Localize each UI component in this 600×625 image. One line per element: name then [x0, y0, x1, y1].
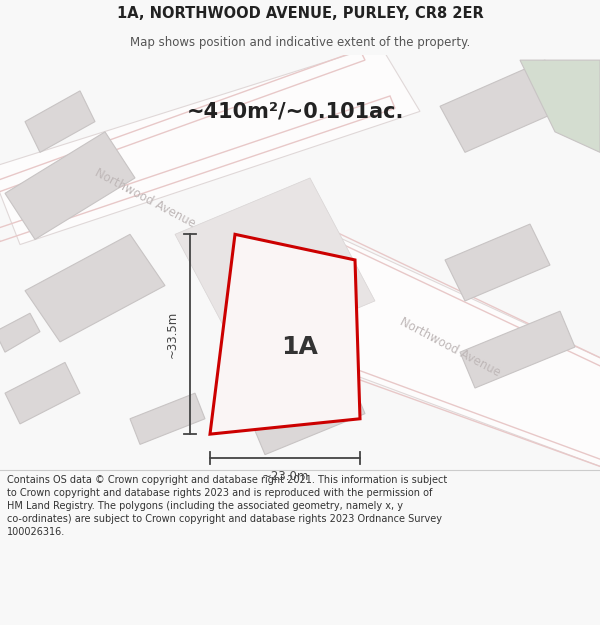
Text: Northwood Avenue: Northwood Avenue: [92, 166, 197, 231]
Text: ~410m²/~0.101ac.: ~410m²/~0.101ac.: [187, 101, 404, 121]
Text: Contains OS data © Crown copyright and database right 2021. This information is : Contains OS data © Crown copyright and d…: [7, 474, 448, 538]
Text: Map shows position and indicative extent of the property.: Map shows position and indicative extent…: [130, 36, 470, 49]
Text: 1A: 1A: [281, 335, 319, 359]
Polygon shape: [440, 60, 570, 152]
Polygon shape: [520, 60, 600, 152]
Polygon shape: [0, 45, 420, 244]
Text: Northwood Avenue: Northwood Avenue: [398, 315, 502, 379]
Polygon shape: [460, 311, 575, 388]
Text: ~33.5m: ~33.5m: [166, 311, 179, 358]
Polygon shape: [25, 91, 95, 152]
Polygon shape: [5, 362, 80, 424]
Polygon shape: [175, 178, 375, 358]
Polygon shape: [250, 378, 365, 454]
Text: ~23.0m: ~23.0m: [262, 469, 308, 482]
Polygon shape: [0, 313, 40, 352]
Text: 1A, NORTHWOOD AVENUE, PURLEY, CR8 2ER: 1A, NORTHWOOD AVENUE, PURLEY, CR8 2ER: [116, 6, 484, 21]
Polygon shape: [265, 224, 600, 470]
Polygon shape: [5, 132, 135, 239]
Polygon shape: [130, 393, 205, 444]
Polygon shape: [445, 224, 550, 301]
Polygon shape: [25, 234, 165, 342]
Polygon shape: [210, 234, 360, 434]
